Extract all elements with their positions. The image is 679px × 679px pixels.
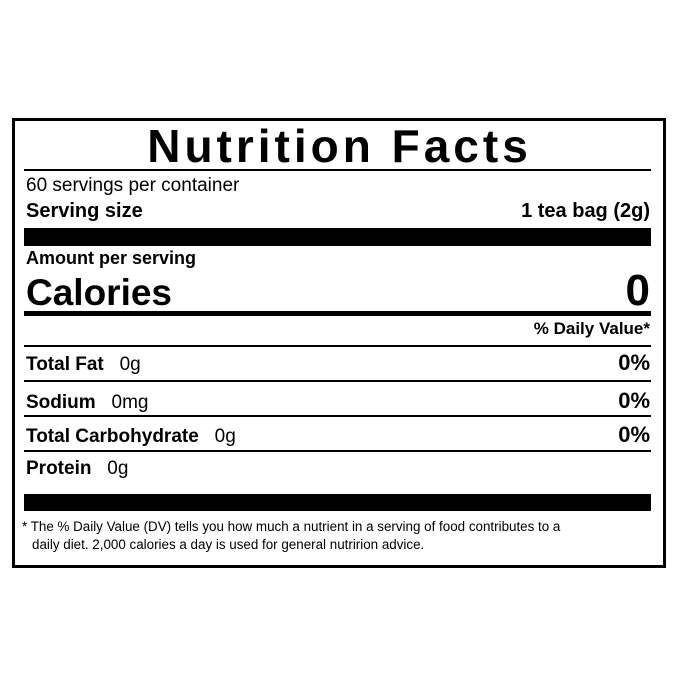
serving-size-label: Serving size	[26, 200, 143, 222]
serving-size-row: Serving size 1 tea bag (2g)	[26, 200, 650, 223]
label-title: Nutrition Facts	[147, 120, 532, 172]
servings-per-container: 60 servings per container	[26, 175, 650, 197]
nutrient-label: Protein	[26, 458, 92, 479]
nutrient-amount: 0g	[214, 426, 236, 447]
divider	[24, 345, 651, 347]
divider	[24, 169, 651, 171]
calories-value: 0	[625, 266, 650, 315]
divider	[24, 450, 651, 452]
serving-size-value: 1 tea bag (2g)	[521, 200, 650, 222]
nutrient-label: Total Carbohydrate	[26, 426, 199, 447]
nutrient-row-sodium: Sodium 0mg 0%	[26, 388, 650, 414]
divider	[24, 380, 651, 382]
calories-label: Calories	[26, 272, 173, 313]
nutrient-dv: 0%	[618, 422, 650, 447]
calories-row: Calories 0	[26, 266, 650, 316]
nutrient-row-protein: Protein 0g	[26, 458, 650, 480]
daily-value-header-text: % Daily Value*	[533, 319, 650, 338]
footnote: * The % Daily Value (DV) tells you how m…	[22, 518, 560, 554]
nutrient-dv: 0%	[618, 350, 650, 375]
nutrient-label: Sodium	[26, 392, 96, 413]
servings-text: 60 servings per container	[26, 175, 240, 196]
thick-divider	[24, 494, 651, 511]
nutrient-row-total-carbohydrate: Total Carbohydrate 0g 0%	[26, 422, 650, 448]
amount-per-serving: Amount per serving	[26, 248, 650, 269]
amount-per-serving-label: Amount per serving	[26, 248, 197, 268]
daily-value-header: % Daily Value*	[26, 319, 650, 339]
nutrient-label: Total Fat	[26, 354, 104, 375]
nutrient-amount: 0mg	[111, 392, 149, 413]
nutrient-dv: 0%	[618, 388, 650, 413]
nutrient-amount: 0g	[107, 458, 129, 479]
nutrient-row-total-fat: Total Fat 0g 0%	[26, 350, 650, 376]
medium-divider	[24, 311, 651, 316]
nutrient-amount: 0g	[119, 354, 141, 375]
divider	[24, 415, 651, 417]
nutrition-label-frame	[12, 118, 666, 568]
footnote-line: * The % Daily Value (DV) tells you how m…	[22, 519, 561, 534]
thick-divider	[24, 228, 651, 246]
footnote-line: daily diet. 2,000 calories a day is used…	[32, 537, 425, 552]
